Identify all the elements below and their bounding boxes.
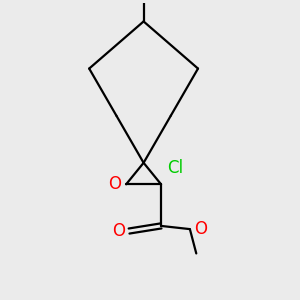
Text: O: O <box>108 175 121 193</box>
Text: Cl: Cl <box>167 159 184 177</box>
Text: O: O <box>112 222 125 240</box>
Text: O: O <box>194 220 207 238</box>
